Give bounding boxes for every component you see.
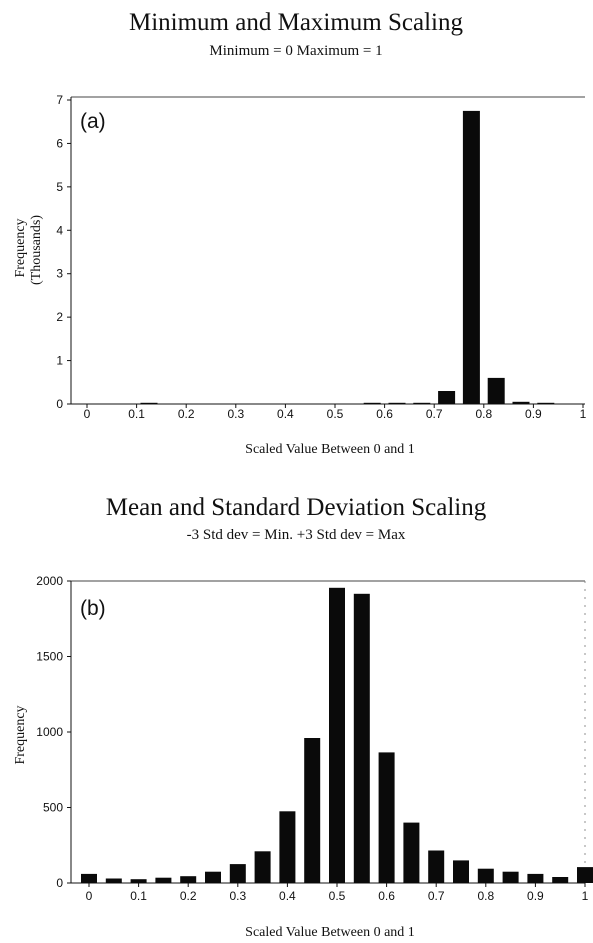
x-tick-label: 1 xyxy=(580,407,587,421)
y-tick-label: 7 xyxy=(56,93,63,107)
bar xyxy=(254,851,271,883)
bar xyxy=(363,402,381,404)
x-tick-label: 0.4 xyxy=(277,407,294,421)
y-tick-label: 1000 xyxy=(36,725,63,739)
bar xyxy=(428,850,445,883)
x-tick-label: 0.1 xyxy=(128,407,145,421)
chart-subtitle: -3 Std dev = Min. +3 Std dev = Max xyxy=(187,527,406,543)
x-tick-label: 1 xyxy=(582,889,589,903)
bar xyxy=(388,402,406,404)
bar xyxy=(180,876,197,883)
bar xyxy=(462,110,480,405)
bar xyxy=(81,873,97,883)
bar xyxy=(105,878,122,883)
y-tick-label: 1500 xyxy=(36,650,63,664)
bar xyxy=(130,879,147,883)
chart-panel-a: Minimum and Maximum Scaling Minimum = 0 … xyxy=(13,9,587,457)
bar xyxy=(378,752,395,883)
x-tick-label: 0.9 xyxy=(527,889,544,903)
chart-title: Minimum and Maximum Scaling xyxy=(129,9,464,36)
bar xyxy=(438,391,456,404)
bar xyxy=(527,873,544,883)
bar xyxy=(413,402,431,404)
panel-label: (b) xyxy=(80,597,106,620)
bar xyxy=(487,377,505,404)
bar xyxy=(229,864,246,883)
bar xyxy=(205,871,221,883)
bar xyxy=(477,868,494,883)
bar xyxy=(512,401,530,404)
x-tick-label: 0.3 xyxy=(227,407,244,421)
bar xyxy=(577,867,593,883)
bar xyxy=(502,871,519,883)
y-tick-label: 4 xyxy=(56,223,63,237)
x-tick-label: 0.2 xyxy=(178,407,195,421)
x-tick-label: 0.6 xyxy=(376,407,393,421)
bar xyxy=(537,402,555,404)
y-axis-label-unit: (Thousands) xyxy=(29,215,44,285)
x-tick-label: 0.9 xyxy=(525,407,542,421)
y-tick-label: 0 xyxy=(56,397,63,411)
x-axis-label: Scaled Value Between 0 and 1 xyxy=(245,925,415,940)
x-tick-label: 0.6 xyxy=(378,889,395,903)
x-tick-label: 0.5 xyxy=(327,407,344,421)
chart-subtitle: Minimum = 0 Maximum = 1 xyxy=(209,43,382,59)
y-tick-label: 0 xyxy=(56,876,63,890)
bar xyxy=(353,593,370,883)
bar xyxy=(453,860,469,883)
bar xyxy=(155,877,172,883)
y-tick-label: 1 xyxy=(56,354,63,368)
bar xyxy=(403,822,420,883)
x-tick-label: 0.7 xyxy=(426,407,443,421)
chart-panel-b: Mean and Standard Deviation Scaling -3 S… xyxy=(13,494,593,940)
bar xyxy=(279,811,296,883)
panel-label: (a) xyxy=(80,110,106,133)
y-tick-label: 500 xyxy=(43,801,63,815)
x-axis-label: Scaled Value Between 0 and 1 xyxy=(245,442,415,457)
y-tick-label: 2 xyxy=(56,310,63,324)
y-tick-label: 6 xyxy=(56,136,63,150)
bar xyxy=(304,738,321,883)
x-tick-label: 0.3 xyxy=(229,889,246,903)
x-tick-label: 0.7 xyxy=(428,889,445,903)
y-tick-label: 5 xyxy=(56,180,63,194)
y-tick-label: 2000 xyxy=(36,574,63,588)
x-tick-label: 0.8 xyxy=(477,889,494,903)
bar xyxy=(329,587,345,883)
y-axis-label: Frequency xyxy=(13,218,28,277)
bar xyxy=(140,402,158,404)
y-tick-label: 3 xyxy=(56,267,63,281)
x-tick-label: 0.2 xyxy=(180,889,197,903)
y-axis-label: Frequency xyxy=(13,705,28,764)
bar xyxy=(552,877,569,883)
x-tick-label: 0.5 xyxy=(329,889,346,903)
x-tick-label: 0.1 xyxy=(130,889,147,903)
x-tick-label: 0 xyxy=(84,407,91,421)
x-tick-label: 0 xyxy=(86,889,93,903)
x-tick-label: 0.8 xyxy=(475,407,492,421)
x-tick-label: 0.4 xyxy=(279,889,296,903)
chart-title: Mean and Standard Deviation Scaling xyxy=(106,494,487,521)
